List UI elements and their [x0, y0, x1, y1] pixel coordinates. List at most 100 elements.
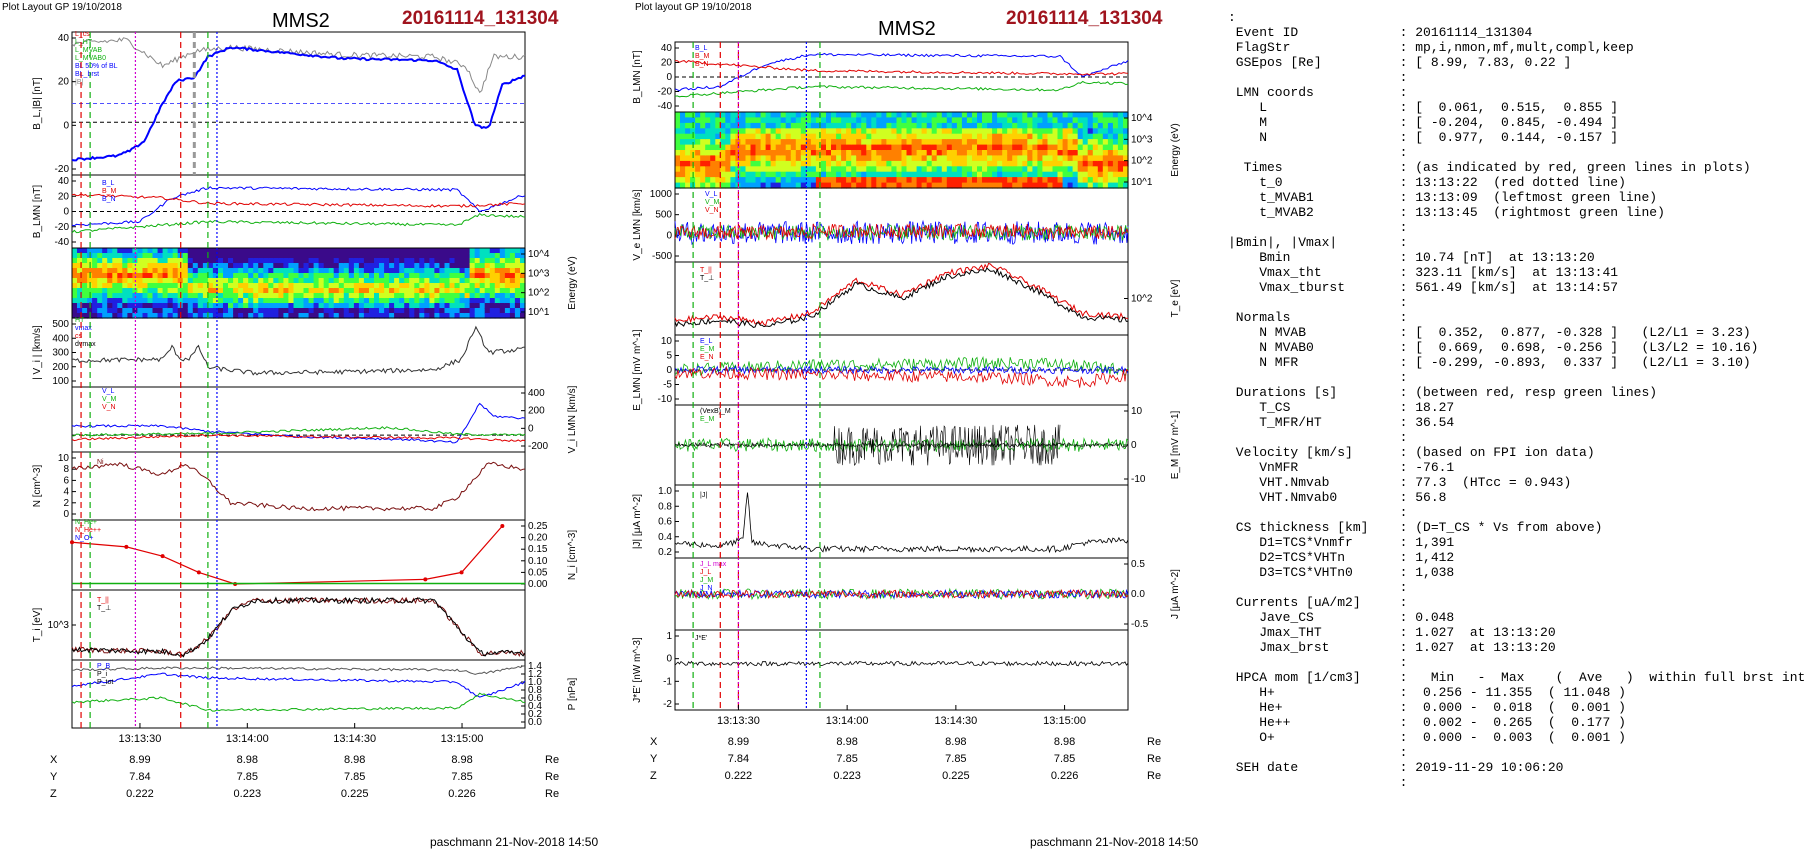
middle-layout-label: Plot layout GP 19/10/2018 [635, 2, 752, 13]
panel-frame [674, 484, 1129, 559]
tick-label: -20 [55, 164, 70, 175]
legend-entry: J*E' [695, 635, 707, 642]
tick-label: 0.0 [528, 717, 542, 728]
tick-label: 40 [58, 176, 70, 187]
y-axis-label: Energy (eV) [567, 256, 578, 309]
pos-value: 0.225 [942, 770, 970, 782]
tick-label: -10 [1131, 474, 1146, 485]
info-line: N : [ 0.977, 0.144, -0.157 ] [1228, 130, 1619, 145]
tick-label: 1.2 [528, 669, 542, 680]
info-line: T_MFR/HT : 36.54 [1228, 415, 1455, 430]
pos-value: 7.85 [237, 771, 258, 783]
info-line: |Bmin|, |Vmax| : [1228, 235, 1408, 250]
b-l-trace [71, 186, 526, 227]
info-line: : [1228, 370, 1408, 385]
tick-label: 0.5 [1131, 559, 1145, 570]
electron-spectrogram [674, 111, 1129, 189]
info-line: SEH date : 2019-11-29 10:06:20 [1228, 760, 1564, 775]
pos-value: 7.85 [945, 753, 966, 765]
tick-label: 20 [58, 191, 70, 202]
ion-spectrogram [71, 247, 526, 319]
e-l-trace [674, 365, 1129, 376]
pos-value: 0.226 [448, 788, 476, 800]
legend-entry: B_N [695, 61, 709, 68]
y-axis-label: E_LMN [mV m^-1] [632, 329, 643, 411]
info-line: Jmax_brst : 1.027 at 13:13:20 [1228, 640, 1556, 655]
y-axis-label: V_e LMN [km/s] [632, 189, 643, 260]
pos-value: 8.99 [728, 736, 749, 748]
tick-label: 400 [528, 388, 545, 399]
legend-entry: V_N [705, 207, 719, 214]
tick-label: -5 [663, 380, 672, 391]
legend-entry: N_O+ [75, 535, 93, 542]
tick-label: 400 [52, 333, 69, 344]
tick-label: 0.10 [528, 556, 548, 567]
tick-label: 10 [1131, 406, 1143, 417]
e-m-trace [674, 356, 1129, 377]
y-axis-label: T_i [eV] [32, 608, 43, 643]
legend-entry: BL 50% of BL [75, 63, 118, 70]
info-line: t_MVAB2 : 13:13:45 (rightmost green line… [1228, 205, 1665, 220]
time-tick-label: 13:13:30 [119, 733, 162, 745]
tick-label: -2 [663, 699, 672, 710]
info-line: Jave_CS : 0.048 [1228, 610, 1455, 625]
pos-value: 0.225 [341, 788, 369, 800]
pos-value: 8.98 [945, 736, 966, 748]
legend-entry: P_tot [97, 679, 113, 686]
pos-unit: Re [1147, 736, 1161, 748]
tick-label: 200 [52, 362, 69, 373]
legend-entry: B_M [102, 188, 117, 195]
left-event-id: 20161114_131304 [402, 8, 559, 29]
legend-entry: BL_brst [75, 71, 99, 78]
y-axis-label: J*E' [nW m^-3] [632, 637, 643, 703]
y-axis-label: | V_i | [km/s] [32, 325, 43, 380]
legend-entry: J_L [700, 569, 711, 576]
tick-label: 10^4 [1131, 113, 1153, 124]
y-axis-label: B_L,|B| [nT] [32, 77, 43, 130]
tick-label: 10 [58, 453, 70, 464]
info-line: t_MVAB1 : 13:13:09 (leftmost green line) [1228, 190, 1658, 205]
tick-label: 10^3 [528, 268, 550, 279]
tick-label: 0.6 [658, 517, 672, 528]
tick-label: 1.0 [528, 677, 542, 688]
pos-value: 7.84 [129, 771, 150, 783]
pi-trace [71, 692, 526, 712]
info-line: VnMFR : -76.1 [1228, 460, 1455, 475]
b-m-trace [674, 60, 1129, 76]
left-footer: paschmann 21-Nov-2018 14:50 [430, 835, 599, 849]
legend-entry: T_|| [97, 597, 109, 604]
je-trace [674, 660, 1129, 667]
info-line: : [1228, 655, 1408, 670]
tick-label: 0.05 [528, 567, 548, 578]
panel-frame [71, 659, 526, 729]
info-line: : [1228, 145, 1408, 160]
tick-label: 200 [528, 406, 545, 417]
tick-label: 6 [63, 475, 69, 486]
tick-label: 100 [52, 376, 69, 387]
legend-entry: |B| [75, 79, 83, 86]
info-line: L : [ 0.061, 0.515, 0.855 ] [1228, 100, 1619, 115]
tick-label: 0 [1131, 440, 1137, 451]
pos-label: X [650, 736, 658, 748]
te-perp-trace [674, 267, 1129, 328]
info-line: : [1228, 10, 1236, 25]
n-he-plus-point [124, 544, 129, 549]
info-line: Velocity [km/s] : (based on FPI ion data… [1228, 445, 1595, 460]
legend-entry: T_⊥ [700, 275, 714, 282]
tick-label: 1 [666, 631, 672, 642]
pos-unit: Re [545, 754, 559, 766]
tick-label: 0.8 [658, 501, 672, 512]
y-axis-label: B_LMN [nT] [32, 185, 43, 239]
b-m-trace [71, 193, 526, 208]
tick-label: 20 [58, 77, 70, 88]
info-line: He+ : 0.000 - 0.018 ( 0.001 ) [1228, 700, 1626, 715]
tick-label: 4 [63, 487, 69, 498]
tick-label: -40 [55, 237, 70, 248]
tick-label: 10^4 [528, 249, 550, 260]
legend-entry: dvmax [75, 341, 96, 348]
info-line: T_CS : 18.27 [1228, 400, 1455, 415]
pos-value: 8.99 [129, 754, 150, 766]
tick-label: 0 [666, 72, 672, 83]
vexb-m-burst [833, 424, 1061, 466]
legend-entry: V_M [705, 199, 720, 206]
